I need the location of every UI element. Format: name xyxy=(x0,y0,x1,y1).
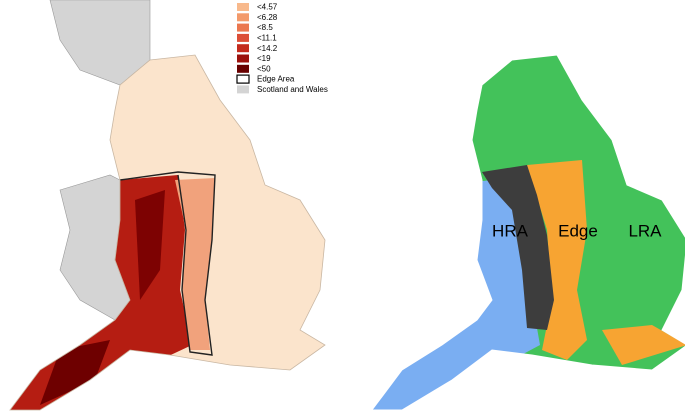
legend-swatch xyxy=(237,64,249,73)
legend-swatch xyxy=(237,13,249,22)
legend-swatch xyxy=(237,33,249,42)
edge-zone xyxy=(602,325,685,365)
legend-swatch xyxy=(237,23,249,32)
region-label: HRA xyxy=(492,221,529,240)
legend-swatch xyxy=(236,74,250,84)
dark-patch xyxy=(135,190,165,300)
risk-map xyxy=(9,0,326,411)
legend-swatch xyxy=(237,85,249,94)
region-label: LRA xyxy=(628,221,662,240)
dark-patch xyxy=(40,340,110,405)
region-label: Edge xyxy=(558,221,598,240)
edge-outline xyxy=(119,171,216,356)
legend-swatch xyxy=(237,3,249,11)
legend-swatch xyxy=(237,44,249,53)
legend-label: <6.28 xyxy=(257,13,278,22)
legend-label: <14.2 xyxy=(257,44,278,53)
zone-map: HRA Edge LRA xyxy=(371,54,685,411)
legend-label: <11.1 xyxy=(257,34,277,43)
edge-dark-zone xyxy=(482,165,554,330)
legend-label: <19 xyxy=(257,54,271,63)
legend-label: Edge Area xyxy=(257,75,295,84)
legend-label: Scotland and Wales xyxy=(257,85,328,94)
legend: <4.57<6.28<8.5 <11.1<14.2<19<50 Edge AreaS… xyxy=(236,3,328,94)
legend-label: <50 xyxy=(257,64,271,73)
edge-zone xyxy=(527,160,587,360)
legend-label: <4.57 xyxy=(257,3,278,12)
legend-label: <8.5 xyxy=(257,23,273,32)
legend-swatch xyxy=(237,54,249,63)
